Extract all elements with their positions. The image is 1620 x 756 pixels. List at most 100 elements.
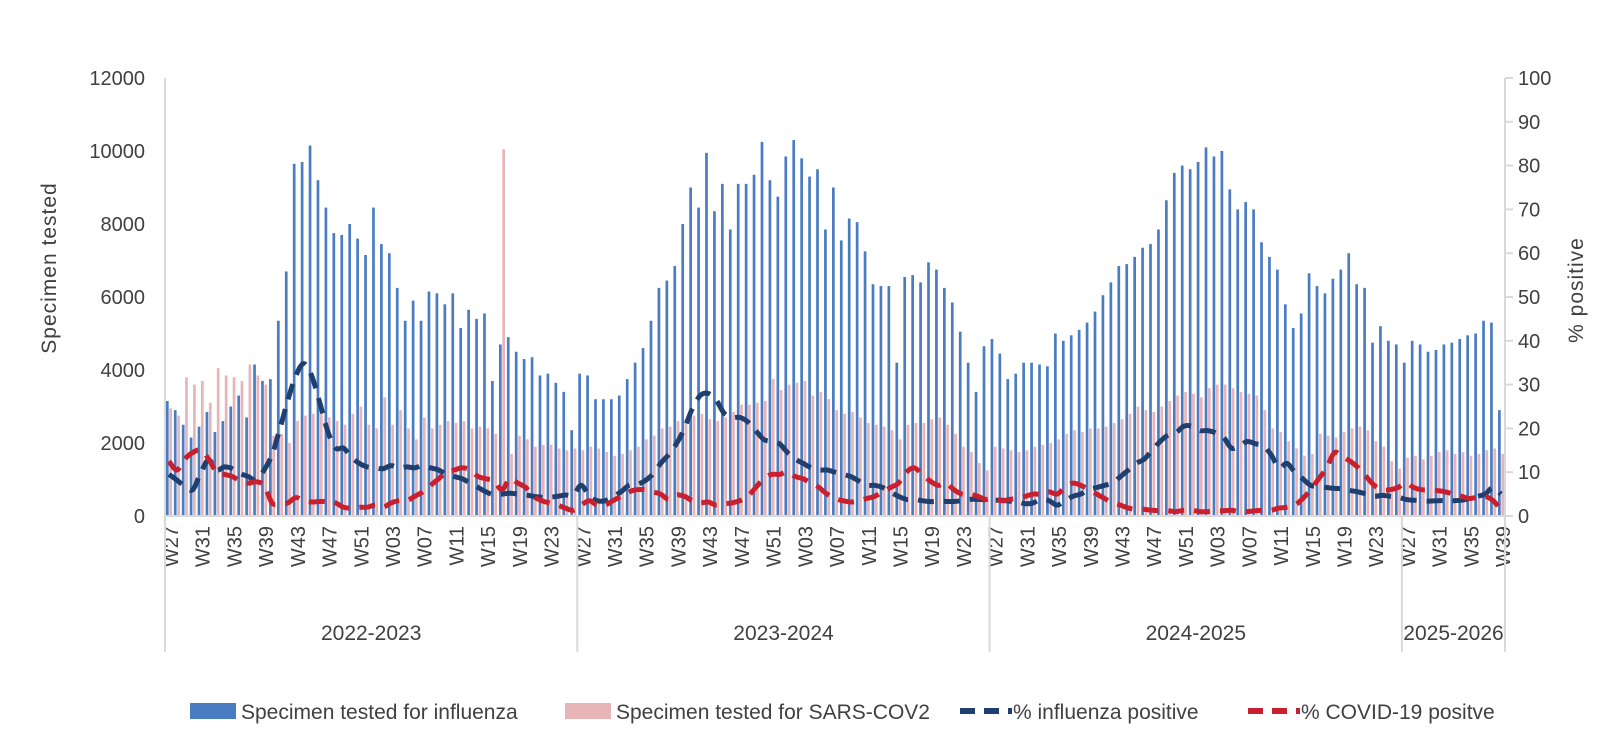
influenza-bar — [324, 207, 328, 516]
sars-cov2-bar — [684, 419, 688, 516]
sars-cov2-bar — [1350, 428, 1354, 516]
right-y-tick-label: 10 — [1518, 462, 1540, 484]
influenza-bar — [943, 287, 946, 516]
right-y-tick-label: 30 — [1518, 375, 1540, 397]
x-tick-label: W51 — [764, 526, 786, 567]
influenza-bar — [1426, 351, 1430, 516]
influenza-bar — [491, 380, 494, 516]
x-tick-label: W35 — [637, 526, 659, 567]
sars-cov2-bar — [391, 424, 394, 516]
left-y-tick-label: 4000 — [101, 360, 146, 382]
sars-cov2-bar — [1001, 448, 1005, 516]
left-y-axis: 0 2000 4000 6000 8000 10000 12000 — [89, 68, 166, 528]
influenza-bar — [617, 395, 621, 516]
influenza-bar — [316, 180, 320, 516]
sars-cov2-bar — [716, 421, 720, 516]
sars-cov2-bar — [1279, 432, 1283, 516]
influenza-bar — [443, 304, 447, 516]
x-tick-label: W47 — [732, 526, 754, 567]
sars-cov2-bar — [827, 399, 831, 516]
legend-swatch-influenza-bars — [190, 703, 236, 719]
influenza-bar — [411, 300, 415, 516]
influenza-bar — [498, 344, 502, 516]
influenza-bar — [1268, 256, 1271, 516]
influenza-bar — [1030, 362, 1033, 516]
sars-cov2-bar — [1215, 384, 1219, 516]
sars-cov2-bar — [1445, 450, 1449, 516]
sars-cov2-bar — [415, 439, 418, 516]
x-tick-label: W23 — [542, 526, 564, 567]
influenza-bar — [380, 244, 383, 516]
sars-cov2-bar — [1437, 452, 1441, 516]
x-tick-label: W07 — [415, 526, 437, 567]
sars-cov2-bar — [359, 406, 363, 516]
sars-cov2-bar — [1326, 435, 1330, 516]
sars-cov2-bar — [510, 453, 513, 516]
sars-cov2-bar — [248, 364, 252, 516]
influenza-bar — [760, 141, 764, 516]
influenza-bar — [1339, 269, 1343, 516]
influenza-bar — [419, 320, 423, 516]
influenza-bar — [284, 271, 288, 516]
sars-cov2-bar — [867, 422, 870, 516]
influenza-bar — [1363, 287, 1366, 516]
x-tick-label: W35 — [1461, 526, 1483, 567]
sars-cov2-bar — [978, 463, 981, 516]
x-tick-label: W11 — [446, 526, 468, 566]
sars-cov2-bar — [1033, 446, 1037, 516]
sars-cov2-bar — [327, 417, 331, 516]
sars-cov2-bar — [668, 426, 672, 516]
sars-cov2-bar — [185, 377, 188, 516]
legend-label-influenza-line: % influenza positive — [1013, 701, 1199, 724]
influenza-bar — [300, 161, 304, 516]
influenza-bar — [427, 291, 431, 516]
influenza-bar — [245, 417, 248, 516]
influenza-bar — [253, 364, 256, 516]
sars-cov2-bar — [1239, 391, 1243, 516]
influenza-bar — [720, 183, 724, 516]
sars-cov2-bar — [1025, 450, 1029, 516]
influenza-bar — [181, 424, 185, 516]
sars-cov2-bar — [621, 453, 624, 516]
sars-cov2-bar — [946, 424, 950, 516]
influenza-bar — [1109, 282, 1113, 516]
influenza-bar — [1180, 165, 1184, 516]
x-tick-label: W07 — [1239, 526, 1261, 567]
x-tick-label: W35 — [1049, 526, 1071, 567]
sars-cov2-bar — [1295, 448, 1298, 516]
sars-cov2-bar — [882, 426, 886, 516]
sars-cov2-bar — [502, 149, 505, 517]
sars-cov2-bar — [819, 391, 823, 516]
sars-cov2-bar — [898, 439, 902, 516]
sars-cov2-bar — [1176, 395, 1179, 516]
sars-cov2-bar — [486, 428, 490, 516]
influenza-bar-series — [165, 140, 1501, 517]
x-tick-label: W27 — [1398, 526, 1420, 567]
sars-cov2-bar — [970, 452, 973, 516]
influenza-bar — [261, 380, 264, 516]
x-tick-label: W27 — [161, 526, 183, 567]
legend-label-sars-cov2-bars: Specimen tested for SARS-COV2 — [616, 701, 930, 724]
right-y-tick-label: 80 — [1518, 156, 1540, 178]
influenza-bar — [839, 240, 843, 517]
influenza-bar — [1315, 286, 1319, 516]
right-y-tick-label: 90 — [1518, 112, 1540, 134]
sars-cov2-bar — [851, 411, 854, 516]
sars-cov2-bar — [1223, 384, 1227, 516]
influenza-bar — [340, 234, 344, 516]
influenza-bar — [602, 399, 605, 516]
x-tick-label: W43 — [288, 526, 310, 567]
sars-cov2-bar — [1469, 455, 1473, 516]
sars-cov2-bar — [795, 382, 799, 516]
sars-cov2-bar — [1192, 393, 1195, 516]
left-y-tick-label: 12000 — [89, 68, 145, 90]
left-y-tick-label: 10000 — [89, 141, 145, 163]
influenza-bar — [514, 351, 518, 516]
sars-cov2-bar — [383, 397, 387, 516]
x-tick-label: W51 — [1176, 526, 1198, 567]
x-tick-label: W51 — [351, 526, 373, 567]
influenza-bar — [847, 218, 851, 516]
influenza-positive-line — [167, 361, 1503, 508]
x-tick-label: W23 — [954, 526, 976, 567]
sars-cov2-bar — [1477, 453, 1481, 516]
